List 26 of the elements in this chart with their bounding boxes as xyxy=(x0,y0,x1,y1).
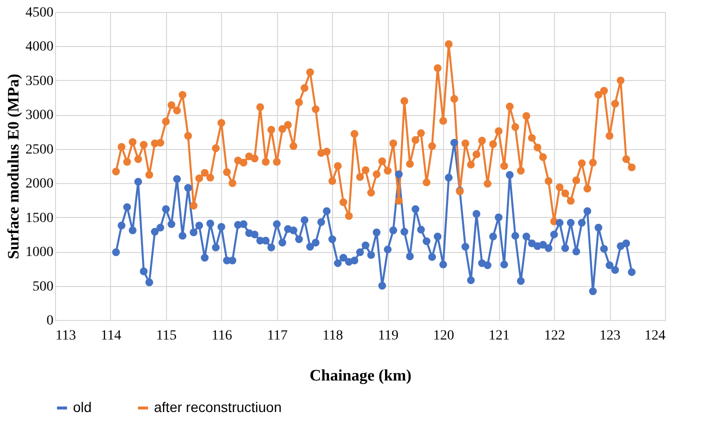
x-axis-title: Chainage (km) xyxy=(310,368,412,384)
x-tick-label: 124 xyxy=(644,328,666,344)
x-tick-label: 123 xyxy=(600,328,621,344)
x-tick-label: 117 xyxy=(267,328,288,344)
x-tick-label: 120 xyxy=(433,328,454,344)
y-tick-label: 3500 xyxy=(26,74,54,89)
y-tick-label: 0 xyxy=(46,314,54,328)
y-tick-label: 4500 xyxy=(26,6,54,20)
legend-label: after reconstructiuon xyxy=(154,399,282,415)
y-tick-label: 2000 xyxy=(26,176,54,192)
y-tick-label: 1500 xyxy=(26,210,54,226)
x-tick-label: 114 xyxy=(100,328,122,344)
y-tick-label: 500 xyxy=(32,279,54,294)
y-tick-label: 1000 xyxy=(26,245,54,260)
x-tick-label: 119 xyxy=(378,328,398,344)
x-tick-label: 118 xyxy=(322,328,344,344)
x-tick-label: 113 xyxy=(56,328,76,344)
y-axis-title: Surface modulus E0 (MPa) xyxy=(6,74,22,260)
x-tick-label: 122 xyxy=(544,328,566,344)
y-tick-label: 3000 xyxy=(26,108,54,124)
x-tick-label: 121 xyxy=(488,328,510,344)
x-tick-label: 115 xyxy=(156,328,177,344)
y-tick-label: 2500 xyxy=(26,142,54,158)
y-tick-label: 4000 xyxy=(26,40,54,55)
legend-label: old xyxy=(73,399,92,415)
x-tick-label: 116 xyxy=(212,328,232,344)
